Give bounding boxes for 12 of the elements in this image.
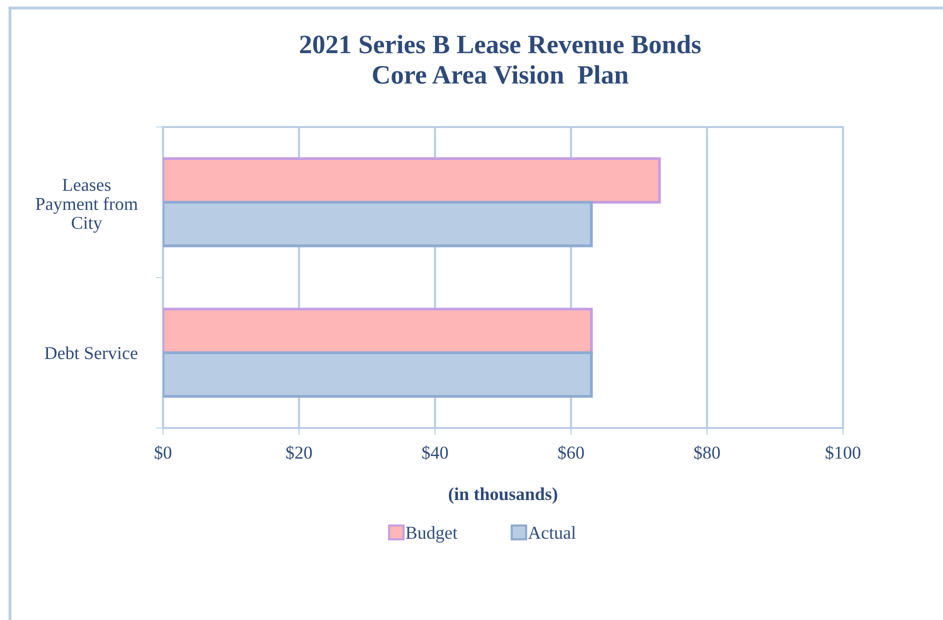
x-tick-label: $100 [826, 446, 860, 460]
y-tick-label: Leases Payment from City [36, 178, 138, 233]
x-axis-title: (in thousands) [448, 487, 558, 504]
x-tick-label: $80 [694, 446, 720, 460]
x-tick-label: $0 [154, 446, 172, 460]
x-tick-label: $60 [558, 446, 584, 460]
legend-label: Actual [528, 526, 576, 539]
x-tick-label: $20 [286, 446, 312, 460]
chart-title: 2021 Series B Lease Revenue Bonds Core Area Vision Plan [300, 34, 701, 84]
x-tick-label: $40 [422, 446, 448, 460]
legend-label: Budget [406, 526, 458, 543]
y-tick-label: Debt Service [44, 346, 138, 360]
